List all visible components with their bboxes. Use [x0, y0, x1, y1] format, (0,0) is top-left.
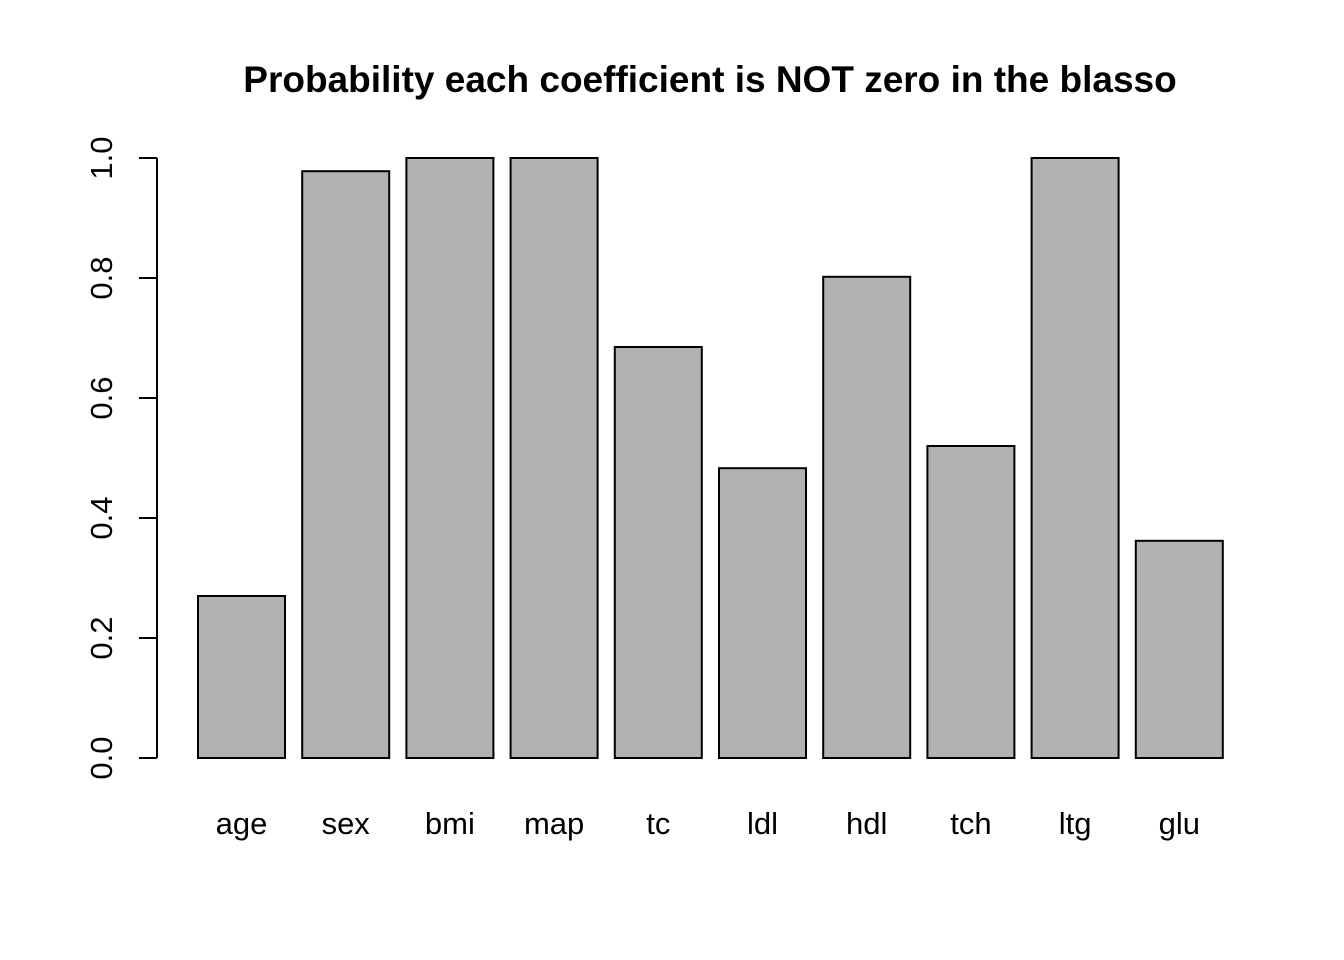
x-tick-label-sex: sex	[322, 806, 371, 841]
x-axis-labels: age sex bmi map tc ldl hdl tch ltg glu	[216, 806, 1200, 841]
bar-glu	[1134, 539, 1224, 759]
chart-title: Probability each coefficient is NOT zero…	[243, 59, 1176, 100]
bar-tc	[613, 346, 703, 759]
y-tick-label: 0.6	[84, 376, 119, 419]
y-tick-label: 0.8	[84, 256, 119, 299]
y-axis: 0.0 0.2 0.4 0.6 0.8 1.0	[84, 136, 158, 780]
x-tick-label-map: map	[524, 806, 584, 841]
x-tick-label-glu: glu	[1159, 806, 1200, 841]
bar-age	[197, 595, 286, 759]
x-tick-label-tch: tch	[950, 806, 991, 841]
y-tick-label: 0.4	[84, 496, 119, 539]
y-tick-label: 0.0	[84, 736, 119, 779]
x-tick-label-age: age	[216, 806, 268, 841]
bars-group	[197, 157, 1224, 759]
bar-map	[509, 157, 599, 759]
y-tick-label: 0.2	[84, 616, 119, 659]
bar-bmi	[405, 157, 495, 759]
x-tick-label-ltg: ltg	[1059, 806, 1092, 841]
y-tick-label: 1.0	[84, 136, 119, 179]
bar-ldl	[718, 467, 807, 759]
x-tick-label-hdl: hdl	[846, 806, 887, 841]
x-tick-label-ldl: ldl	[747, 806, 778, 841]
bar-sex	[301, 170, 391, 759]
x-tick-label-tc: tc	[646, 806, 670, 841]
bar-hdl	[822, 275, 912, 759]
bar-ltg	[1030, 157, 1120, 759]
x-tick-label-bmi: bmi	[425, 806, 475, 841]
bar-tch	[926, 445, 1016, 759]
